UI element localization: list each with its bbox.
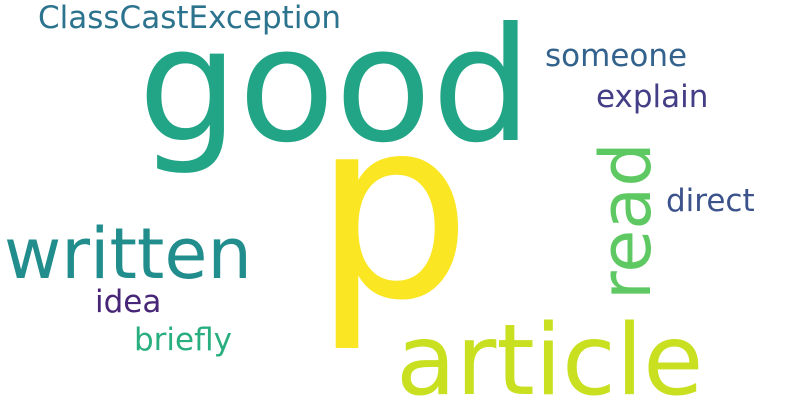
word-briefly: briefly xyxy=(134,322,232,358)
word-someone: someone xyxy=(545,38,687,74)
word-direct: direct xyxy=(666,183,755,219)
word-good: good xyxy=(138,0,532,178)
word-read: read xyxy=(585,142,667,300)
word-article: article xyxy=(396,304,703,400)
word-idea: idea xyxy=(95,284,161,320)
word-p: p xyxy=(313,64,472,355)
word-written: written xyxy=(4,213,252,295)
word-classcastexception: ClassCastException xyxy=(38,0,341,36)
word-explain: explain xyxy=(596,79,708,115)
